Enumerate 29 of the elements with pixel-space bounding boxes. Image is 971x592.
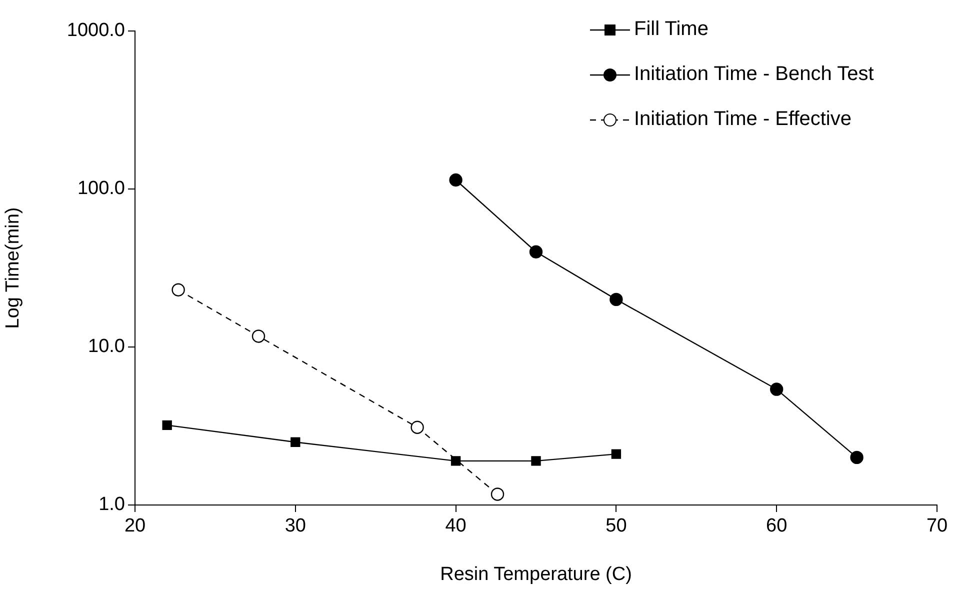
legend-label: Fill Time (634, 18, 708, 41)
point (162, 420, 172, 430)
point (252, 330, 266, 343)
x-tick-label: 60 (766, 516, 788, 537)
point (531, 456, 541, 466)
y-tick-label: 1000.0 (66, 20, 125, 42)
legend-label: Initiation Time - Bench Test (634, 63, 874, 86)
legend-label: Initiation Time - Effective (634, 108, 852, 131)
x-tick-label: 50 (606, 516, 627, 537)
x-axis-title: Resin Temperature (C) (440, 564, 632, 585)
point (611, 449, 622, 459)
y-tick-label: 100.0 (77, 178, 125, 200)
point (529, 245, 543, 258)
point (290, 437, 300, 447)
point (410, 420, 424, 434)
x-tick-label: 40 (445, 516, 466, 537)
point (850, 450, 864, 464)
point (770, 382, 784, 396)
y-tick-label: 10.0 (88, 336, 125, 358)
point (610, 292, 623, 306)
y-axis-title: Log Time(min) (2, 207, 24, 329)
x-tick-label: 30 (284, 516, 306, 537)
y-tick-label: 1.0 (98, 494, 125, 516)
point (172, 283, 185, 296)
x-tick-label: 70 (926, 516, 948, 537)
x-tick-label: 20 (124, 516, 146, 537)
point (449, 173, 462, 187)
point (490, 488, 504, 501)
point (450, 456, 461, 466)
